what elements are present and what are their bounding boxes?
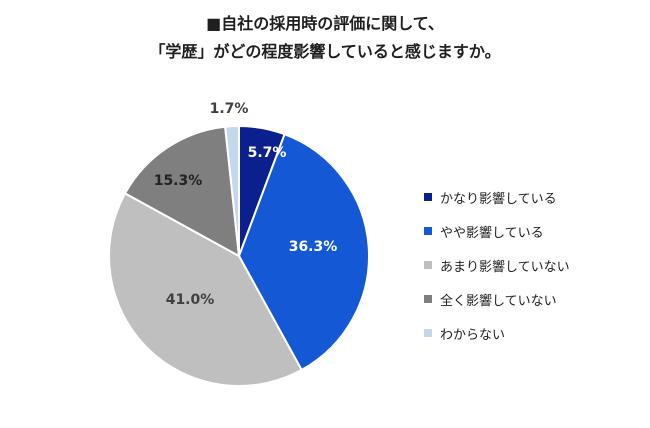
legend-item: あまり影響していない xyxy=(424,248,570,282)
chart-subtitle: 「学歴」がどの程度影響していると感じますか。 xyxy=(149,42,501,61)
legend-item: かなり影響している xyxy=(424,180,570,214)
legend-label: かなり影響している xyxy=(440,191,557,207)
slice-wakaranai xyxy=(224,124,240,257)
legend-item: やや影響している xyxy=(424,214,570,248)
legend-swatch xyxy=(424,261,432,269)
chart-title: ■自社の採用時の評価に関して、 xyxy=(206,14,444,33)
legend-label: わからない xyxy=(440,327,506,343)
data-label-slice-wakaranai: 1.7% xyxy=(210,101,249,117)
legend-item: 全く影響していない xyxy=(424,282,570,316)
chart-legend: かなり影響している やや影響しているあまり影響していない 全く影響していない わからな… xyxy=(424,180,570,350)
legend-swatch xyxy=(424,329,432,337)
slice-mattaku xyxy=(123,125,241,258)
data-label-slice-mattaku: 15.3% xyxy=(154,173,203,189)
legend-label: あまり影響していない xyxy=(440,259,570,275)
legend-item: わからない xyxy=(424,316,570,350)
slice-yaya xyxy=(237,132,370,372)
data-label-slice-amari: 41.0% xyxy=(166,292,215,308)
legend-label: やや影響している xyxy=(440,225,544,241)
legend-swatch xyxy=(424,295,432,303)
data-label-slice-yaya: 36.3% xyxy=(289,239,338,255)
data-label-slice-kanari: 5.7% xyxy=(248,145,287,161)
chart-title-block: ■自社の採用時の評価に関して、 「学歴」がどの程度影響していると感じますか。 xyxy=(0,10,650,66)
slice-amari xyxy=(108,192,303,387)
legend-swatch xyxy=(424,227,432,235)
legend-label: 全く影響していない xyxy=(440,293,557,309)
legend-swatch xyxy=(424,193,432,201)
